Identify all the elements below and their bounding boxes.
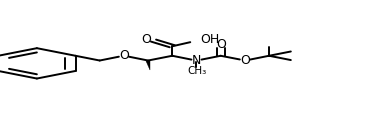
Text: O: O — [217, 38, 226, 51]
Text: OH: OH — [200, 33, 220, 46]
Text: O: O — [240, 54, 250, 67]
Text: O: O — [119, 49, 129, 62]
Text: O: O — [141, 33, 151, 46]
Polygon shape — [146, 60, 150, 70]
Text: N: N — [192, 54, 201, 67]
Text: CH₃: CH₃ — [188, 66, 207, 76]
